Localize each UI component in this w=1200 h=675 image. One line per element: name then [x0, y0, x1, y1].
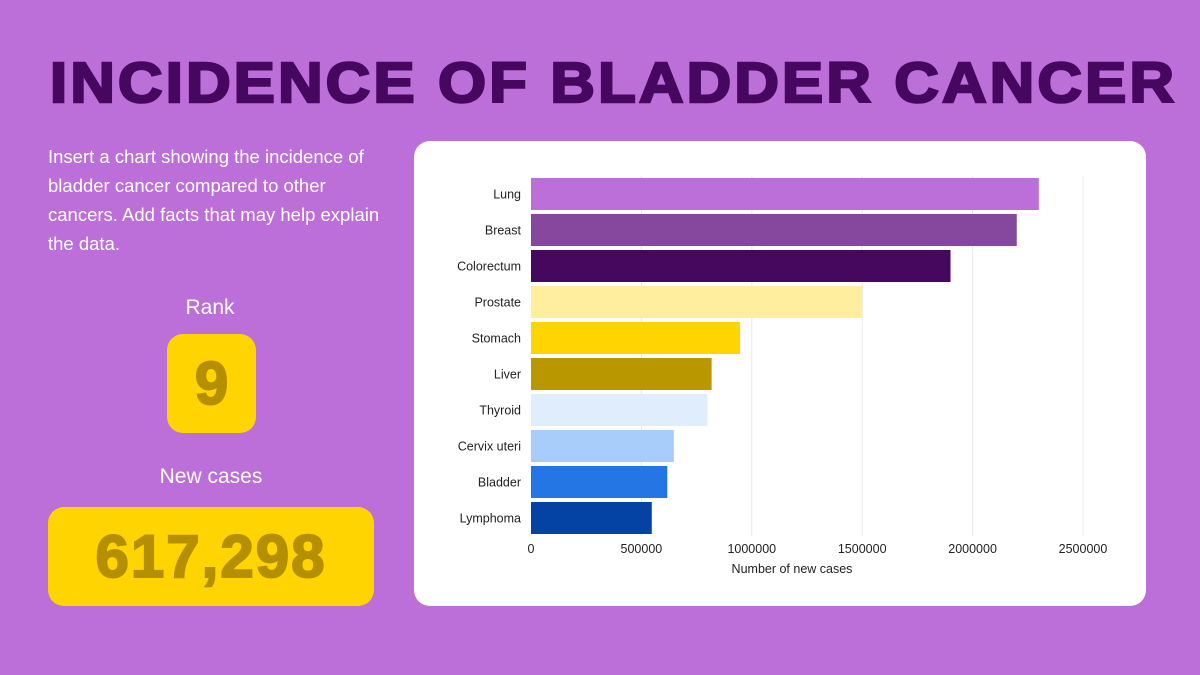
y-category-label: Cervix uteri — [458, 440, 521, 454]
bar-bladder — [531, 466, 668, 498]
description-text: Insert a chart showing the incidence of … — [48, 146, 380, 254]
bar-colorectum — [531, 250, 951, 282]
x-tick-label: 1000000 — [727, 542, 776, 556]
y-category-label: Lung — [493, 188, 521, 202]
bar-thyroid — [531, 394, 708, 426]
bar-breast — [531, 214, 1017, 246]
bar-stomach — [531, 322, 741, 354]
bar-chart: 0 500000 1000000 1500000 2000000 2500000 Lung B… — [457, 176, 1108, 576]
y-category-label: Colorectum — [457, 260, 521, 274]
y-category-label: Breast — [485, 224, 522, 238]
x-tick-label: 2500000 — [1059, 542, 1108, 556]
x-tick-label: 2000000 — [948, 542, 997, 556]
y-category-label: Stomach — [472, 332, 521, 346]
y-category-label: Lymphoma — [460, 512, 521, 526]
bar-cervix-uteri — [531, 430, 674, 462]
bar-lung — [531, 178, 1039, 210]
y-category-label: Prostate — [474, 296, 521, 310]
y-category-label: Thyroid — [479, 404, 521, 418]
new-cases-label: New cases — [159, 465, 263, 488]
chart-card: 0 500000 1000000 1500000 2000000 2500000 Lung B… — [414, 141, 1146, 606]
bar-lymphoma — [531, 502, 652, 534]
bar-liver — [531, 358, 712, 390]
y-category-label: Bladder — [478, 476, 521, 490]
bar-prostate — [531, 286, 863, 318]
x-tick-label: 500000 — [621, 542, 663, 556]
page-title: INCIDENCE OF BLADDER CANCER — [49, 50, 1178, 117]
rank-value: 9 — [167, 334, 256, 433]
rank-label: Rank — [185, 296, 235, 319]
x-tick-label: 1500000 — [838, 542, 887, 556]
y-category-label: Liver — [494, 368, 521, 382]
x-axis-label: Number of new cases — [732, 562, 853, 576]
new-cases-value: 617,298 — [48, 507, 374, 606]
x-tick-label: 0 — [528, 542, 535, 556]
